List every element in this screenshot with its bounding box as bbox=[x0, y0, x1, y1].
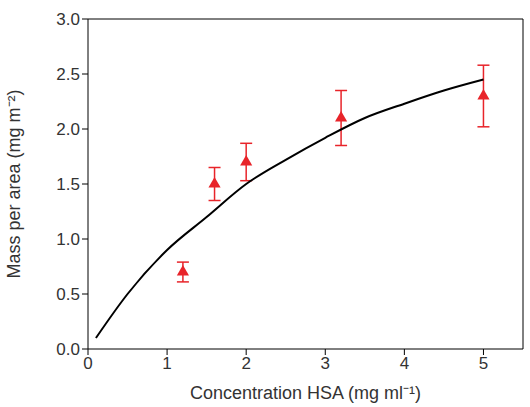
svg-text:0: 0 bbox=[83, 354, 92, 373]
svg-text:4: 4 bbox=[400, 354, 409, 373]
svg-text:1.5: 1.5 bbox=[56, 175, 80, 194]
svg-text:5: 5 bbox=[479, 354, 488, 373]
svg-text:1.0: 1.0 bbox=[56, 230, 80, 249]
svg-text:Concentration HSA (mg ml⁻¹): Concentration HSA (mg ml⁻¹) bbox=[190, 383, 421, 403]
svg-text:2.0: 2.0 bbox=[56, 120, 80, 139]
svg-text:0.5: 0.5 bbox=[56, 285, 80, 304]
svg-text:3: 3 bbox=[321, 354, 330, 373]
svg-text:3.0: 3.0 bbox=[56, 10, 80, 29]
svg-text:2: 2 bbox=[241, 354, 250, 373]
svg-text:2.5: 2.5 bbox=[56, 65, 80, 84]
svg-text:0.0: 0.0 bbox=[56, 340, 80, 359]
svg-text:1: 1 bbox=[162, 354, 171, 373]
svg-text:Mass per area (mg m⁻²): Mass per area (mg m⁻²) bbox=[4, 89, 24, 278]
